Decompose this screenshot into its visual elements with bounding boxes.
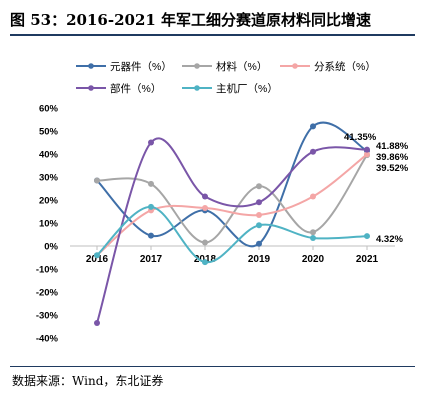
y-tick-label: 0% <box>44 242 58 253</box>
data-point <box>256 240 262 247</box>
data-point <box>202 259 208 266</box>
data-point <box>148 139 154 146</box>
y-tick-label: -10% <box>36 265 59 276</box>
y-tick-label: -30% <box>36 311 59 322</box>
data-point <box>202 239 208 246</box>
series-line <box>96 137 368 324</box>
value-label: 39.86% <box>376 152 409 163</box>
value-label: 41.88% <box>376 141 409 152</box>
data-point <box>148 203 154 210</box>
legend-label: 分系统（%） <box>314 60 376 73</box>
legend-marker <box>194 63 200 69</box>
y-tick-label: -20% <box>36 288 59 299</box>
data-labels: 41.35%41.88%39.86%39.52% 4.32% <box>344 132 409 245</box>
data-point <box>256 222 262 229</box>
legend-marker <box>88 63 94 69</box>
data-point <box>310 234 316 241</box>
value-label: 4.32% <box>376 234 403 245</box>
x-tick-label: 2019 <box>248 254 271 265</box>
line-chart: 元器件（%） 材料（%） 分系统（%） 部件（%） 主机厂（%） 60% 50% 40% 30… <box>36 60 409 345</box>
data-point <box>310 229 316 236</box>
data-point <box>364 146 370 153</box>
data-point <box>364 233 370 240</box>
data-point <box>310 193 316 200</box>
x-tick-label: 2016 <box>86 254 109 265</box>
data-point <box>310 148 316 155</box>
source-divider <box>10 366 415 367</box>
y-tick-label: 60% <box>39 104 59 115</box>
legend-marker <box>194 85 200 91</box>
legend-label: 主机厂（%） <box>216 82 278 95</box>
x-axis: 201620172018201920202021 <box>70 245 395 265</box>
x-tick-label: 2021 <box>356 254 379 265</box>
legend: 元器件（%） 材料（%） 分系统（%） 部件（%） 主机厂（%） <box>76 60 376 95</box>
data-point <box>148 232 154 239</box>
legend-marker <box>88 85 94 91</box>
source-note: 数据来源：Wind，东北证券 <box>12 374 164 388</box>
value-label: 41.35% <box>344 132 377 143</box>
legend-label: 部件（%） <box>110 82 161 95</box>
x-tick-label: 2017 <box>140 254 163 265</box>
value-label: 39.52% <box>376 163 409 174</box>
legend-label: 元器件（%） <box>110 61 172 73</box>
data-point <box>94 177 100 184</box>
y-tick-label: 10% <box>39 219 59 230</box>
y-axis: 60% 50% 40% 30% 20% 10% 0% -10% -20% -30% -40% <box>36 104 59 345</box>
series-line <box>96 121 368 248</box>
y-tick-label: 40% <box>39 150 59 161</box>
data-point <box>202 205 208 212</box>
chart-title: 图 53：2016-2021 年军工细分赛道原材料同比增速 <box>10 11 372 29</box>
y-tick-label: 20% <box>39 196 59 207</box>
y-tick-label: 30% <box>39 173 59 184</box>
legend-label: 材料（%） <box>216 60 267 73</box>
series-line <box>96 154 368 244</box>
data-point <box>310 123 316 130</box>
data-point <box>94 320 100 327</box>
title-divider <box>10 34 415 36</box>
data-point <box>364 151 370 158</box>
data-point <box>202 193 208 200</box>
y-tick-label: -40% <box>36 334 59 345</box>
legend-marker <box>292 63 298 69</box>
data-point <box>256 199 262 206</box>
series-line <box>96 153 368 256</box>
x-tick-label: 2020 <box>302 254 325 265</box>
series-lines <box>94 121 370 327</box>
data-point <box>256 183 262 190</box>
data-point <box>94 252 100 259</box>
data-point <box>148 180 154 187</box>
data-point <box>256 211 262 218</box>
y-tick-label: 50% <box>39 127 59 138</box>
